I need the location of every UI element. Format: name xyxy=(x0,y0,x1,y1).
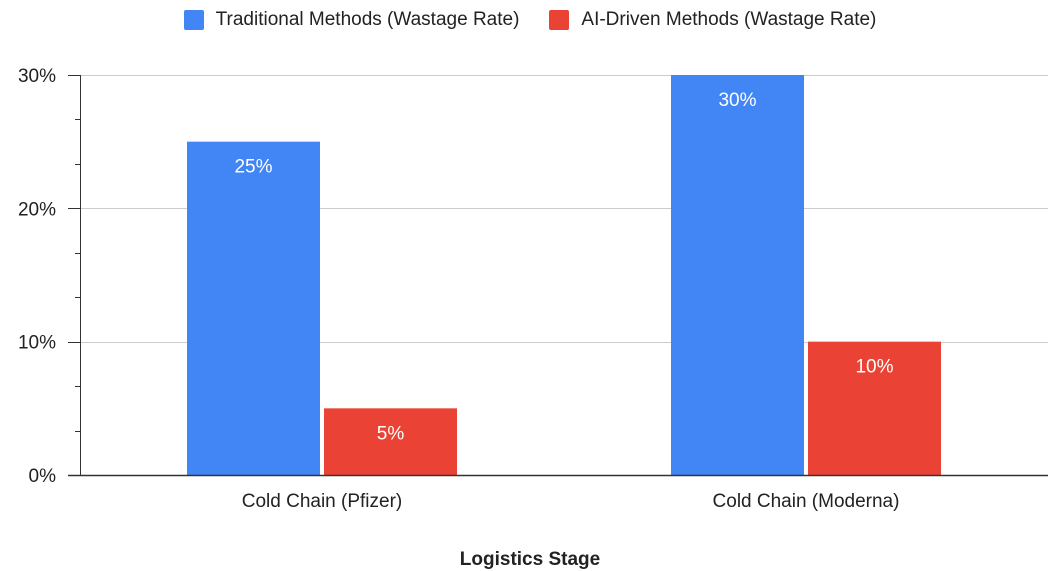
legend-swatch-ai-driven xyxy=(549,10,570,30)
bar-ai-driven xyxy=(808,341,941,475)
bar-ai-driven xyxy=(324,408,457,475)
x-tick-label: Cold Chain (Pfizer) xyxy=(242,491,403,512)
bar-data-label: 30% xyxy=(718,90,756,111)
bar-traditional xyxy=(187,141,320,475)
legend: Traditional Methods (Wastage Rate) AI-Dr… xyxy=(0,9,1060,31)
bar-traditional xyxy=(671,75,804,475)
x-axis-title: Logistics Stage xyxy=(459,549,601,570)
legend-label-traditional: Traditional Methods (Wastage Rate) xyxy=(215,9,520,30)
bar-data-label: 10% xyxy=(855,357,893,378)
x-tick-label: Cold Chain (Moderna) xyxy=(713,491,900,512)
legend-item-traditional: Traditional Methods (Wastage Rate) xyxy=(183,9,520,31)
legend-item-ai-driven: AI-Driven Methods (Wastage Rate) xyxy=(549,9,876,31)
y-tick-label: 20% xyxy=(18,199,56,220)
y-tick-label: 0% xyxy=(29,466,57,487)
y-tick-label: 30% xyxy=(18,66,56,87)
bar-data-label: 25% xyxy=(234,157,272,178)
legend-swatch-traditional xyxy=(183,10,204,30)
bar-data-label: 5% xyxy=(377,423,405,444)
legend-label-ai-driven: AI-Driven Methods (Wastage Rate) xyxy=(581,9,877,30)
y-tick-label: 10% xyxy=(18,333,56,354)
